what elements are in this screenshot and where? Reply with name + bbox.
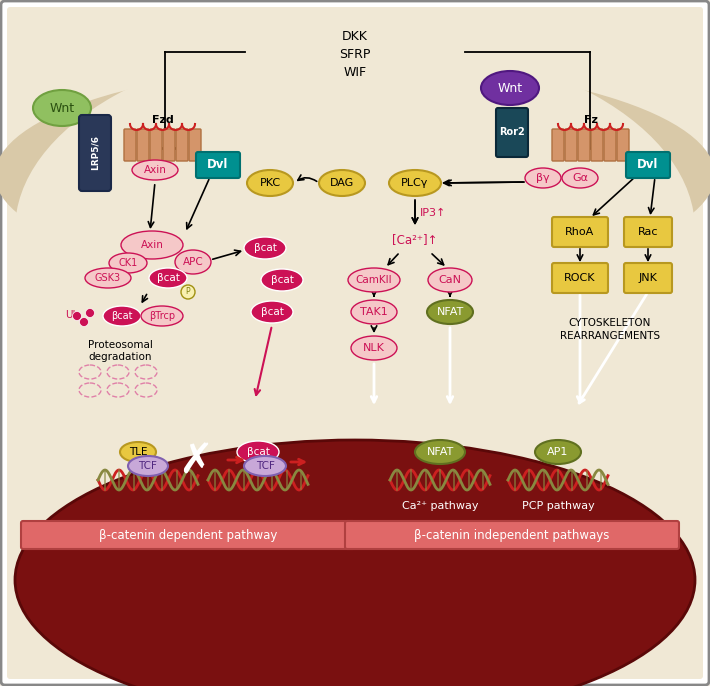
- Text: Fzd: Fzd: [152, 115, 174, 125]
- Text: NFAT: NFAT: [437, 307, 464, 317]
- FancyBboxPatch shape: [552, 129, 564, 161]
- Text: Wnt: Wnt: [498, 82, 523, 95]
- FancyBboxPatch shape: [345, 521, 679, 549]
- FancyBboxPatch shape: [163, 129, 175, 161]
- Text: CamKII: CamKII: [356, 275, 393, 285]
- FancyBboxPatch shape: [7, 7, 703, 679]
- Text: PLCγ: PLCγ: [401, 178, 429, 188]
- Ellipse shape: [562, 168, 598, 188]
- Ellipse shape: [132, 160, 178, 180]
- Text: [Ca²⁺]↑: [Ca²⁺]↑: [392, 233, 438, 246]
- Ellipse shape: [525, 168, 561, 188]
- Text: βcat: βcat: [157, 273, 180, 283]
- FancyBboxPatch shape: [565, 129, 577, 161]
- Text: Wnt: Wnt: [50, 102, 75, 115]
- Ellipse shape: [427, 300, 473, 324]
- Text: βγ: βγ: [536, 173, 550, 183]
- Text: ✗: ✗: [178, 441, 214, 483]
- Text: βcat: βcat: [111, 311, 133, 321]
- Ellipse shape: [351, 300, 397, 324]
- Text: TCF: TCF: [256, 461, 275, 471]
- Ellipse shape: [247, 170, 293, 196]
- Ellipse shape: [149, 268, 187, 288]
- FancyBboxPatch shape: [617, 129, 629, 161]
- Text: JNK: JNK: [638, 273, 657, 283]
- FancyBboxPatch shape: [604, 129, 616, 161]
- Ellipse shape: [261, 269, 303, 291]
- Text: AP1: AP1: [547, 447, 569, 457]
- Text: CYTOSKELETON
REARRANGEMENTS: CYTOSKELETON REARRANGEMENTS: [560, 318, 660, 341]
- FancyBboxPatch shape: [624, 217, 672, 247]
- Text: Axin: Axin: [143, 165, 166, 175]
- Ellipse shape: [15, 40, 695, 420]
- Text: P: P: [186, 287, 190, 296]
- FancyBboxPatch shape: [552, 263, 608, 293]
- Ellipse shape: [128, 456, 168, 476]
- FancyBboxPatch shape: [496, 108, 528, 157]
- Text: Ror2: Ror2: [499, 127, 525, 137]
- FancyBboxPatch shape: [624, 263, 672, 293]
- Ellipse shape: [109, 253, 147, 273]
- Text: RhoA: RhoA: [565, 227, 595, 237]
- Text: Fz: Fz: [584, 115, 598, 125]
- Text: βTrcp: βTrcp: [149, 311, 175, 321]
- FancyBboxPatch shape: [79, 115, 111, 191]
- FancyBboxPatch shape: [189, 129, 201, 161]
- Text: IP3↑: IP3↑: [420, 208, 447, 218]
- Ellipse shape: [319, 170, 365, 196]
- Text: β-catenin dependent pathway: β-catenin dependent pathway: [99, 528, 277, 541]
- Text: CK1: CK1: [119, 258, 138, 268]
- Ellipse shape: [481, 71, 539, 105]
- Circle shape: [72, 311, 82, 320]
- Ellipse shape: [535, 440, 581, 464]
- FancyBboxPatch shape: [196, 152, 240, 178]
- Text: Gα: Gα: [572, 173, 588, 183]
- Ellipse shape: [251, 301, 293, 323]
- Text: Rac: Rac: [638, 227, 658, 237]
- FancyBboxPatch shape: [124, 129, 136, 161]
- Text: Ca²⁺ pathway: Ca²⁺ pathway: [402, 501, 479, 511]
- Text: NLK: NLK: [363, 343, 385, 353]
- Text: β-catenin independent pathways: β-catenin independent pathways: [415, 528, 610, 541]
- Text: βcat: βcat: [253, 243, 276, 253]
- Ellipse shape: [85, 268, 131, 288]
- FancyBboxPatch shape: [137, 129, 149, 161]
- Ellipse shape: [15, 440, 695, 686]
- Ellipse shape: [0, 65, 710, 285]
- Ellipse shape: [348, 268, 400, 292]
- Ellipse shape: [175, 250, 211, 274]
- FancyBboxPatch shape: [626, 152, 670, 178]
- Ellipse shape: [121, 231, 183, 259]
- Text: Ub: Ub: [65, 310, 79, 320]
- Ellipse shape: [33, 90, 91, 126]
- Text: Axin: Axin: [141, 240, 163, 250]
- Text: βcat: βcat: [261, 307, 283, 317]
- FancyBboxPatch shape: [578, 129, 590, 161]
- FancyBboxPatch shape: [552, 217, 608, 247]
- Ellipse shape: [237, 441, 279, 463]
- Text: βcat: βcat: [271, 275, 293, 285]
- Ellipse shape: [351, 336, 397, 360]
- Ellipse shape: [415, 440, 465, 464]
- Text: APC: APC: [182, 257, 203, 267]
- Text: PKC: PKC: [259, 178, 280, 188]
- Ellipse shape: [103, 306, 141, 326]
- Text: LRP5/6: LRP5/6: [90, 136, 99, 171]
- Text: CaN: CaN: [439, 275, 462, 285]
- FancyBboxPatch shape: [176, 129, 188, 161]
- Ellipse shape: [389, 170, 441, 196]
- Text: PCP pathway: PCP pathway: [522, 501, 594, 511]
- Text: NFAT: NFAT: [427, 447, 454, 457]
- Text: GSK3: GSK3: [95, 273, 121, 283]
- Text: Dvl: Dvl: [638, 158, 659, 172]
- Text: TCF: TCF: [138, 461, 158, 471]
- Ellipse shape: [120, 442, 156, 462]
- Ellipse shape: [244, 456, 286, 476]
- Text: DKK
SFRP
WIF: DKK SFRP WIF: [339, 30, 371, 79]
- Text: TAK1: TAK1: [360, 307, 388, 317]
- Circle shape: [85, 309, 94, 318]
- Ellipse shape: [428, 268, 472, 292]
- Circle shape: [181, 285, 195, 299]
- FancyBboxPatch shape: [21, 521, 355, 549]
